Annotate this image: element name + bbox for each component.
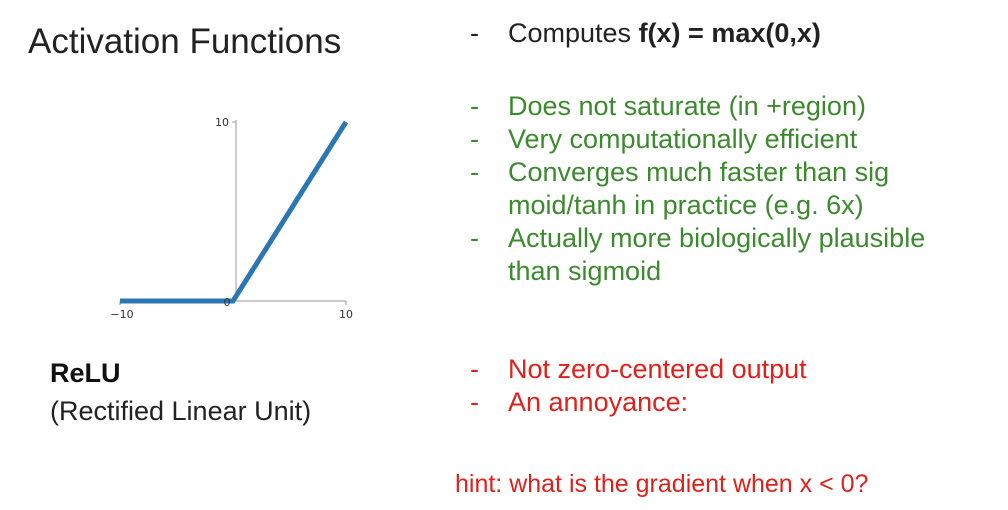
formula-text: Computes f(x) = max(0,x) <box>508 17 821 50</box>
pro-text: Actually more biologically plausible than… <box>508 222 925 288</box>
bullet-dash: - <box>470 18 479 48</box>
bullet-dash: - <box>470 387 479 417</box>
pro-line: Very computationally efficient <box>508 124 858 154</box>
slide-title: Activation Functions <box>28 22 342 61</box>
formula-prefix: Computes <box>508 18 639 48</box>
bullet-dash: - <box>470 124 479 154</box>
function-name: ReLU <box>50 358 121 388</box>
pro-line: moid/tanh in practice (e.g. 6x) <box>508 190 864 220</box>
relu-plot: −10 0 10 10 <box>110 116 353 321</box>
pro-text: Very computationally efficient <box>508 123 857 156</box>
con-text: Not zero-centered output <box>508 353 807 386</box>
bullet-dash: - <box>470 223 479 253</box>
pro-text: Converges much faster than sig moid/tanh … <box>508 156 889 222</box>
bullet-dash: - <box>470 91 479 121</box>
pro-line: Does not saturate (in +region) <box>508 91 866 121</box>
pro-text: Does not saturate (in +region) <box>508 90 866 123</box>
bullet-dash: - <box>470 354 479 384</box>
pro-line: than sigmoid <box>508 256 662 286</box>
origin-label: 0 <box>224 296 231 309</box>
pro-line: Converges much faster than sig <box>508 157 890 187</box>
bullet-dash: - <box>470 157 479 187</box>
con-line: An annoyance: <box>508 387 689 417</box>
function-description: (Rectified Linear Unit) <box>50 396 312 426</box>
hint-text: hint: what is the gradient when x < 0? <box>455 470 869 498</box>
x-tick-label-10: 10 <box>339 308 353 321</box>
relu-line <box>120 120 349 304</box>
con-text: An annoyance: <box>508 386 688 419</box>
pro-line: Actually more biologically plausible <box>508 223 926 253</box>
formula-expression: f(x) = max(0,x) <box>638 18 821 48</box>
y-tick-label-10: 10 <box>215 116 229 129</box>
con-line: Not zero-centered output <box>508 354 807 384</box>
x-tick-label-minus10: −10 <box>110 308 133 321</box>
